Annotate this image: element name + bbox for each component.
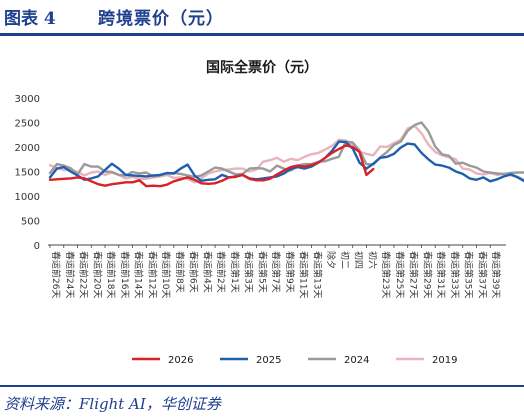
x-tick-label: 春运前6天 xyxy=(188,251,200,293)
x-tick-label: 春运第13天 xyxy=(311,251,323,298)
x-tick-label: 春运第35天 xyxy=(463,251,475,298)
series-layer xyxy=(48,121,524,188)
x-tick-label: 初四 xyxy=(353,251,365,269)
footer-rule xyxy=(0,385,524,387)
y-tick-label: 1500 xyxy=(15,168,40,179)
chart-title: 国际全票价（元） xyxy=(206,59,318,76)
x-tick-label: 春运前4天 xyxy=(201,251,213,293)
x-tick-label: 春运前8天 xyxy=(174,251,186,293)
x-tick-label: 春运第37天 xyxy=(476,251,488,298)
x-tick-label: 除夕 xyxy=(325,251,337,269)
x-tick-label: 春运第27天 xyxy=(408,251,420,298)
line-chart: 国际全票价（元） 050010001500200025003000春运前26天春… xyxy=(15,59,524,366)
x-tick-label: 春运第9天 xyxy=(284,251,296,293)
figure-title: 跨境票价（元） xyxy=(98,9,224,29)
figure-header: 图表 4 跨境票价（元） xyxy=(0,0,524,36)
x-tick-label: 春运前16天 xyxy=(119,251,131,298)
x-tick-label: 春运前2天 xyxy=(215,251,227,293)
x-tick-label: 初六 xyxy=(366,251,378,269)
x-tick-label: 春运第3天 xyxy=(243,251,255,293)
y-tick-label: 2500 xyxy=(15,119,40,130)
legend: 2026 2025 2024 2019 xyxy=(132,355,457,366)
x-tick-label: 春运第29天 xyxy=(421,251,433,298)
x-tick-label: 初二 xyxy=(339,251,351,269)
x-tick-label: 春运第1天 xyxy=(229,251,241,293)
x-tick-label: 春运前12天 xyxy=(146,251,158,298)
x-tick-label: 春运第31天 xyxy=(435,251,447,298)
y-tick-label: 2000 xyxy=(15,143,40,154)
x-tick-label: 春运前14天 xyxy=(133,251,145,298)
series-line-2026 xyxy=(48,144,375,188)
x-tick-label: 春运前20天 xyxy=(91,251,103,298)
x-tick-label: 春运第33天 xyxy=(449,251,461,298)
x-tick-label: 春运第5天 xyxy=(256,251,268,293)
legend-label: 2025 xyxy=(256,355,281,366)
legend-label: 2026 xyxy=(168,355,193,366)
x-tick-label: 春运第23天 xyxy=(380,251,392,298)
figure-number: 图表 4 xyxy=(4,9,56,29)
x-tick-label: 春运前10天 xyxy=(160,251,172,298)
header-rule xyxy=(0,33,524,36)
x-tick-label: 春运前24天 xyxy=(64,251,76,298)
y-tick-label: 1000 xyxy=(15,192,40,203)
x-tick-label: 春运第39天 xyxy=(490,251,502,298)
x-tick-label: 春运第7天 xyxy=(270,251,282,293)
x-tick-label: 春运前26天 xyxy=(50,251,62,298)
legend-label: 2019 xyxy=(432,355,457,366)
x-tick-label: 春运前18天 xyxy=(105,251,117,298)
y-tick-label: 0 xyxy=(34,241,40,252)
series-line-2019 xyxy=(48,124,524,184)
y-tick-label: 500 xyxy=(21,217,40,228)
x-tick-label: 春运第25天 xyxy=(394,251,406,298)
series-line-2025 xyxy=(48,140,524,183)
y-tick-label: 3000 xyxy=(15,94,40,105)
x-tick-label: 春运第11天 xyxy=(298,251,310,298)
x-tick-label: 春运前22天 xyxy=(78,251,90,298)
legend-label: 2024 xyxy=(344,355,369,366)
source-note: 资料来源：Flight AI，华创证券 xyxy=(4,395,221,413)
